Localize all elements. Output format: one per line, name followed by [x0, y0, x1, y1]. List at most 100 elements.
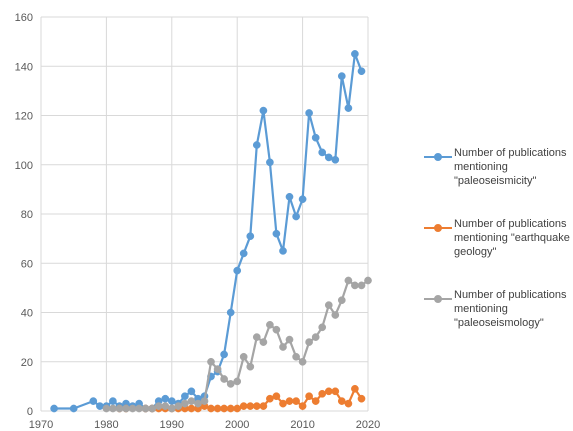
data-point — [344, 276, 353, 285]
x-tick-label: 1970 — [29, 419, 53, 431]
data-point — [259, 338, 268, 346]
data-point — [357, 67, 366, 76]
data-point — [207, 357, 215, 366]
data-point — [331, 311, 340, 319]
data-point — [357, 394, 366, 403]
data-point — [167, 397, 176, 405]
data-point — [187, 387, 196, 396]
data-point — [292, 397, 300, 405]
data-point — [351, 384, 359, 393]
data-point — [239, 249, 248, 258]
data-point — [148, 404, 157, 413]
data-point — [109, 404, 117, 413]
data-point — [252, 333, 261, 341]
data-point — [357, 281, 366, 290]
data-point — [115, 404, 124, 413]
x-tick-label: 2000 — [225, 419, 249, 431]
data-point — [154, 402, 163, 410]
data-point — [181, 392, 189, 401]
legend-item-paleoseismicity: Number of publications mentioning "paleo… — [424, 146, 572, 198]
data-point — [233, 266, 242, 275]
data-point — [161, 394, 170, 403]
data-point — [318, 323, 327, 332]
data-point — [89, 397, 98, 405]
data-point — [324, 153, 333, 162]
chart-legend: Number of publications mentioning "paleo… — [424, 146, 572, 359]
data-point — [122, 404, 130, 413]
data-point — [135, 404, 143, 413]
data-point — [259, 106, 268, 115]
y-tick-label: 80 — [21, 209, 33, 221]
data-point — [311, 333, 320, 341]
y-tick-label: 0 — [27, 406, 33, 418]
data-point — [292, 352, 300, 361]
data-point — [279, 399, 287, 408]
y-tick-label: 140 — [15, 61, 33, 73]
data-point — [305, 392, 313, 401]
data-point — [259, 402, 268, 410]
data-point — [318, 148, 327, 157]
y-tick-label: 120 — [15, 111, 33, 123]
data-point — [181, 399, 189, 408]
data-point — [96, 402, 104, 410]
data-point — [207, 404, 215, 413]
y-tick-label: 40 — [21, 308, 33, 320]
chart-series — [50, 50, 372, 413]
data-point — [324, 301, 333, 309]
data-point — [351, 50, 359, 58]
chart-grid — [40, 16, 369, 412]
data-point — [246, 362, 255, 371]
data-point — [272, 325, 281, 334]
data-point — [285, 397, 294, 405]
data-point — [331, 155, 340, 164]
legend-label-paleoseismicity: Number of publications mentioning "paleo… — [454, 147, 567, 187]
data-point — [351, 281, 359, 290]
series-2 — [102, 276, 372, 413]
data-point — [266, 394, 274, 403]
data-point — [187, 397, 196, 405]
data-point — [226, 380, 235, 388]
data-point — [187, 404, 196, 413]
data-point — [337, 296, 346, 305]
data-point — [324, 387, 333, 396]
data-point — [213, 404, 222, 413]
data-point — [220, 404, 228, 413]
data-point — [305, 338, 313, 346]
y-tick-label: 20 — [21, 357, 33, 369]
data-point — [344, 104, 353, 112]
data-point — [167, 404, 176, 413]
legend-item-earthquake-geology: Number of publications mentioning "earth… — [424, 217, 572, 269]
data-point — [266, 158, 274, 167]
data-point — [233, 377, 242, 386]
data-point — [174, 402, 183, 410]
data-point — [285, 192, 294, 201]
legend-swatch-paleoseismology-icon — [424, 295, 452, 303]
data-point — [311, 133, 320, 142]
data-point — [226, 404, 235, 413]
legend-swatch-earthquake-geology-icon — [424, 224, 452, 232]
x-tick-label: 2010 — [290, 419, 314, 431]
data-point — [292, 212, 300, 221]
data-point — [226, 308, 235, 317]
data-point — [285, 335, 294, 344]
data-point — [239, 402, 248, 410]
data-point — [364, 276, 372, 285]
y-tick-label: 160 — [15, 12, 33, 24]
data-point — [69, 404, 78, 413]
x-tick-label: 2020 — [356, 419, 380, 431]
data-point — [200, 397, 209, 405]
data-point — [102, 404, 111, 413]
data-point — [279, 247, 287, 255]
data-point — [220, 350, 228, 359]
y-tick-label: 100 — [15, 160, 33, 172]
y-tick-label: 60 — [21, 258, 33, 270]
data-point — [298, 357, 307, 366]
data-point — [233, 404, 242, 413]
data-point — [246, 402, 255, 410]
data-point — [128, 404, 137, 413]
series-0 — [50, 50, 366, 413]
series-line — [54, 52, 363, 410]
legend-item-paleoseismology: Number of publications mentioning "paleo… — [424, 288, 572, 340]
data-point — [298, 195, 307, 204]
data-point — [50, 404, 58, 413]
